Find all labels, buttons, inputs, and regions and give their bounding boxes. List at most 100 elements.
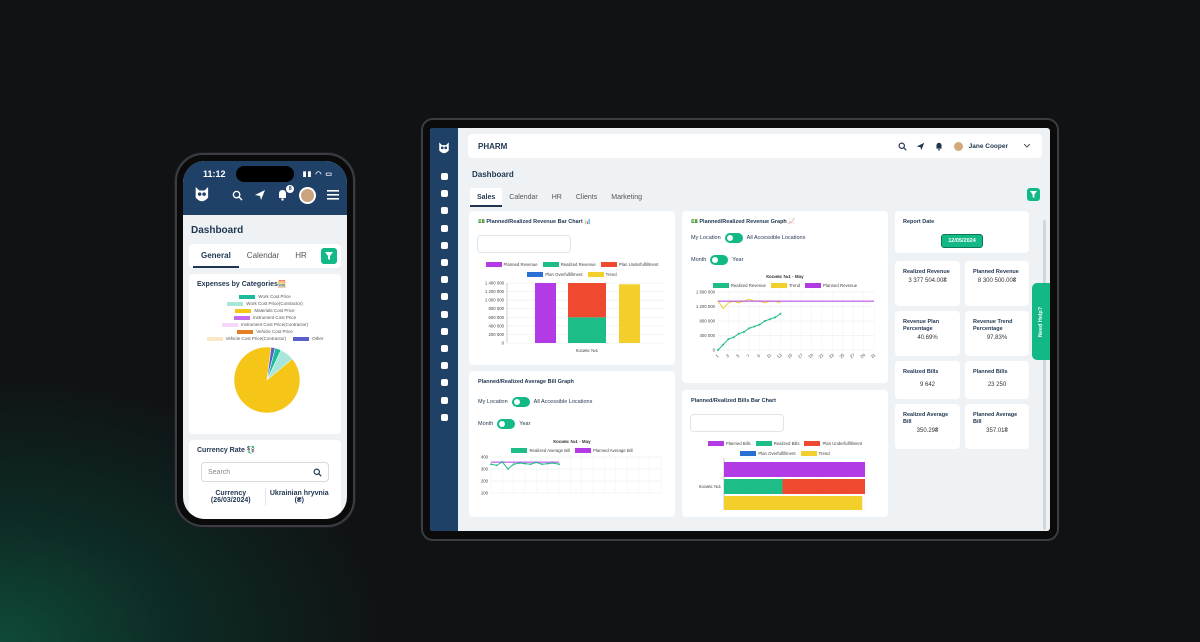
data-point [501, 460, 504, 463]
search-icon[interactable] [313, 468, 322, 477]
legend-item[interactable]: Instrument Cost Price [197, 315, 333, 320]
my-location-label: My Location [478, 399, 508, 405]
sidebar-item-cube[interactable] [430, 409, 458, 426]
x-tick-label: 11 [766, 352, 773, 359]
legend-item[interactable]: Planned Bills [707, 441, 751, 446]
legend-item[interactable]: Realized Revenue [542, 262, 596, 267]
legend-item[interactable]: Planned Revenue [805, 283, 857, 288]
sidebar-item-book[interactable] [430, 340, 458, 357]
sidebar-item-target[interactable] [430, 288, 458, 305]
status-time: 11:12 [203, 169, 226, 179]
scrollbar[interactable] [1043, 220, 1046, 530]
avatar[interactable] [299, 186, 317, 204]
report-date-picker[interactable]: 12/05/2024 [941, 234, 983, 248]
x-tick-label: 17 [797, 352, 804, 359]
tab-hr[interactable]: HR [551, 194, 562, 201]
currency-search-input[interactable]: Search [201, 462, 329, 482]
sidebar-item-home[interactable] [430, 168, 458, 185]
tab-calendar[interactable]: Calendar [246, 251, 280, 260]
legend-item[interactable]: Trend [587, 272, 617, 277]
y-tick-label: 0 [713, 348, 716, 353]
legend-item[interactable]: Realized Average Bill [511, 448, 570, 453]
sidebar-item-users[interactable] [430, 220, 458, 237]
tab-general[interactable]: General [193, 244, 239, 268]
data-point [769, 318, 771, 321]
legend-item[interactable]: Plan Overfulfillment [740, 451, 796, 456]
average-bill-chart: 400 300 200 100 [481, 455, 662, 496]
need-help-button[interactable]: Need Help? [1032, 283, 1050, 360]
y-tick-label: 1 000 000 [485, 298, 505, 303]
phone-icon [440, 276, 448, 284]
x-tick-label: 9 [756, 353, 762, 359]
legend-item[interactable]: Materials Cost Price [197, 308, 333, 313]
legend-item[interactable]: Vehicle Cost Price [197, 329, 333, 334]
y-tick-label: 200 000 [488, 332, 504, 337]
sidebar-item-settings[interactable] [430, 391, 458, 408]
currency-col-header[interactable]: Currency (26/03/2024) [197, 488, 266, 506]
search-icon[interactable] [231, 189, 244, 202]
dynamic-island [236, 166, 294, 182]
filter-button[interactable] [1027, 188, 1040, 201]
phone-tabs: General Calendar HR [189, 244, 341, 268]
chevron-down-icon[interactable] [1022, 141, 1032, 151]
sidebar-item-briefcase[interactable] [430, 185, 458, 202]
data-point [758, 323, 761, 326]
tab-calendar[interactable]: Calendar [509, 194, 538, 201]
location-toggle[interactable] [511, 397, 530, 407]
sidebar-item-wallet[interactable] [430, 323, 458, 340]
send-icon[interactable] [916, 141, 926, 151]
legend-swatch [804, 441, 821, 446]
filter-button[interactable] [321, 248, 337, 264]
tab-marketing[interactable]: Marketing [611, 194, 642, 201]
legend-item[interactable]: Plan Underfulfillment [804, 441, 862, 446]
realized-revenue-card: Realized Revenue 3 377 504.00₴ [895, 261, 960, 306]
legend-item[interactable]: Work Cost Price [197, 294, 333, 299]
tab-clients[interactable]: Clients [575, 194, 598, 201]
search-icon[interactable] [898, 141, 908, 151]
legend-item[interactable]: Vehicle Cost Price(Contractor) Other [197, 336, 333, 341]
location-select[interactable] [477, 235, 571, 253]
bell-icon[interactable] [934, 141, 944, 151]
app-title: PHARM [478, 141, 508, 151]
filter-icon [1030, 191, 1037, 198]
sidebar-item-list[interactable] [430, 237, 458, 254]
tab-sales[interactable]: Sales [470, 188, 503, 207]
legend-swatch [574, 448, 591, 453]
legend-label: Materials Cost Price [254, 308, 295, 313]
legend-item[interactable]: Realized Revenue [712, 283, 766, 288]
legend-label: Planned Revenue [823, 283, 858, 288]
legend-item[interactable]: Planned Average Bill [574, 448, 633, 453]
legend-label: Instrument Cost Price [252, 315, 297, 320]
sidebar-item-docs[interactable] [430, 306, 458, 323]
period-toggle[interactable] [497, 419, 516, 429]
location-toggle[interactable] [724, 233, 743, 243]
bell-icon[interactable]: 8 [276, 184, 295, 202]
sidebar-item-box[interactable] [430, 254, 458, 271]
avatar[interactable] [953, 141, 963, 151]
send-icon[interactable] [254, 189, 267, 202]
sidebar-item-table[interactable] [430, 202, 458, 219]
legend-item[interactable]: Trend [800, 451, 830, 456]
y-tick-label: 400 [481, 455, 489, 460]
data-point [763, 320, 766, 322]
legend-item[interactable]: Plan Overfulfillment [527, 272, 583, 277]
legend-item[interactable]: Instrument Cost Price(Contractor) [197, 322, 333, 327]
hryvnia-col-header[interactable]: Ukrainian hryvnia (₴) [269, 490, 329, 504]
sidebar-item-image[interactable] [430, 357, 458, 374]
legend-item[interactable]: Plan Underfulfillment [600, 262, 658, 267]
menu-icon[interactable] [326, 189, 339, 202]
kpi-value: 23 250 [987, 382, 1007, 388]
legend-item[interactable]: Trend [770, 283, 800, 288]
sidebar-item-phone[interactable] [430, 271, 458, 288]
location-select[interactable] [690, 414, 784, 432]
legend-item[interactable]: Realized Bills [755, 441, 799, 446]
tab-hr[interactable]: HR [295, 251, 307, 260]
x-tick-label: 19 [807, 352, 814, 359]
legend-item[interactable]: Work Cost Price(Contractor) [197, 301, 333, 306]
sidebar-item-cart[interactable] [430, 374, 458, 391]
data-point [722, 343, 725, 346]
user-name[interactable]: Jane Cooper [968, 142, 1008, 150]
period-toggle[interactable] [710, 255, 729, 265]
legend-item[interactable]: Planned Revenue [485, 262, 538, 267]
